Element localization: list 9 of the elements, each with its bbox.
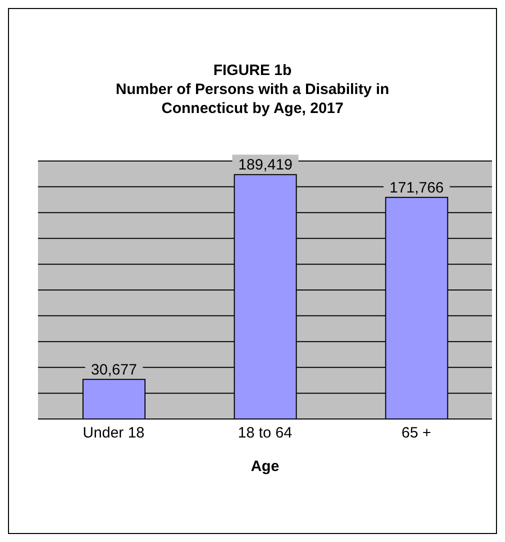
chart-title: FIGURE 1b <box>212 61 293 80</box>
data-label: 189,419 <box>238 156 292 174</box>
data-label: 30,677 <box>91 361 137 378</box>
x-tick-label: 18 to 64 <box>238 424 292 442</box>
x-tick-label: Under 18 <box>82 424 145 442</box>
data-label: 171,766 <box>390 179 444 196</box>
x-tick-label: 65 + <box>402 424 432 442</box>
x-axis-title: Age <box>250 458 280 475</box>
chart-subtitle: Number of Persons with a Disability in Connecticut by Age, 2017 <box>114 80 390 118</box>
